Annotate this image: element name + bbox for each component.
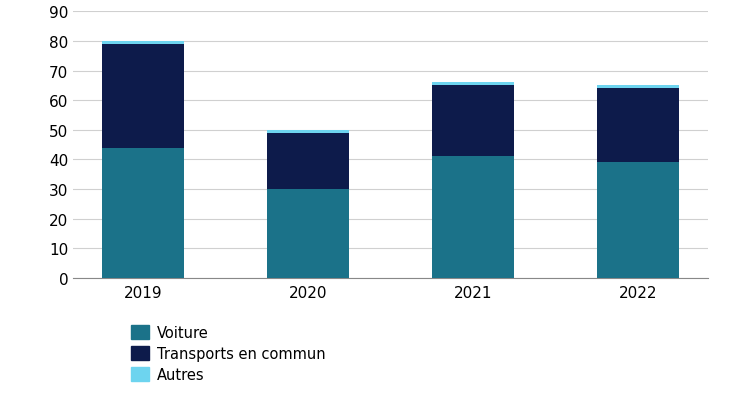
Bar [431,157,514,278]
Bar [102,45,185,148]
Bar [431,86,514,157]
Bar [431,83,514,86]
Bar [102,148,185,278]
Bar [596,89,679,163]
Bar [267,189,350,278]
Bar [596,163,679,278]
Bar [267,133,350,189]
Bar [102,42,185,45]
Bar [596,86,679,89]
Legend: Voiture, Transports en commun, Autres: Voiture, Transports en commun, Autres [131,325,326,382]
Bar [267,130,350,133]
